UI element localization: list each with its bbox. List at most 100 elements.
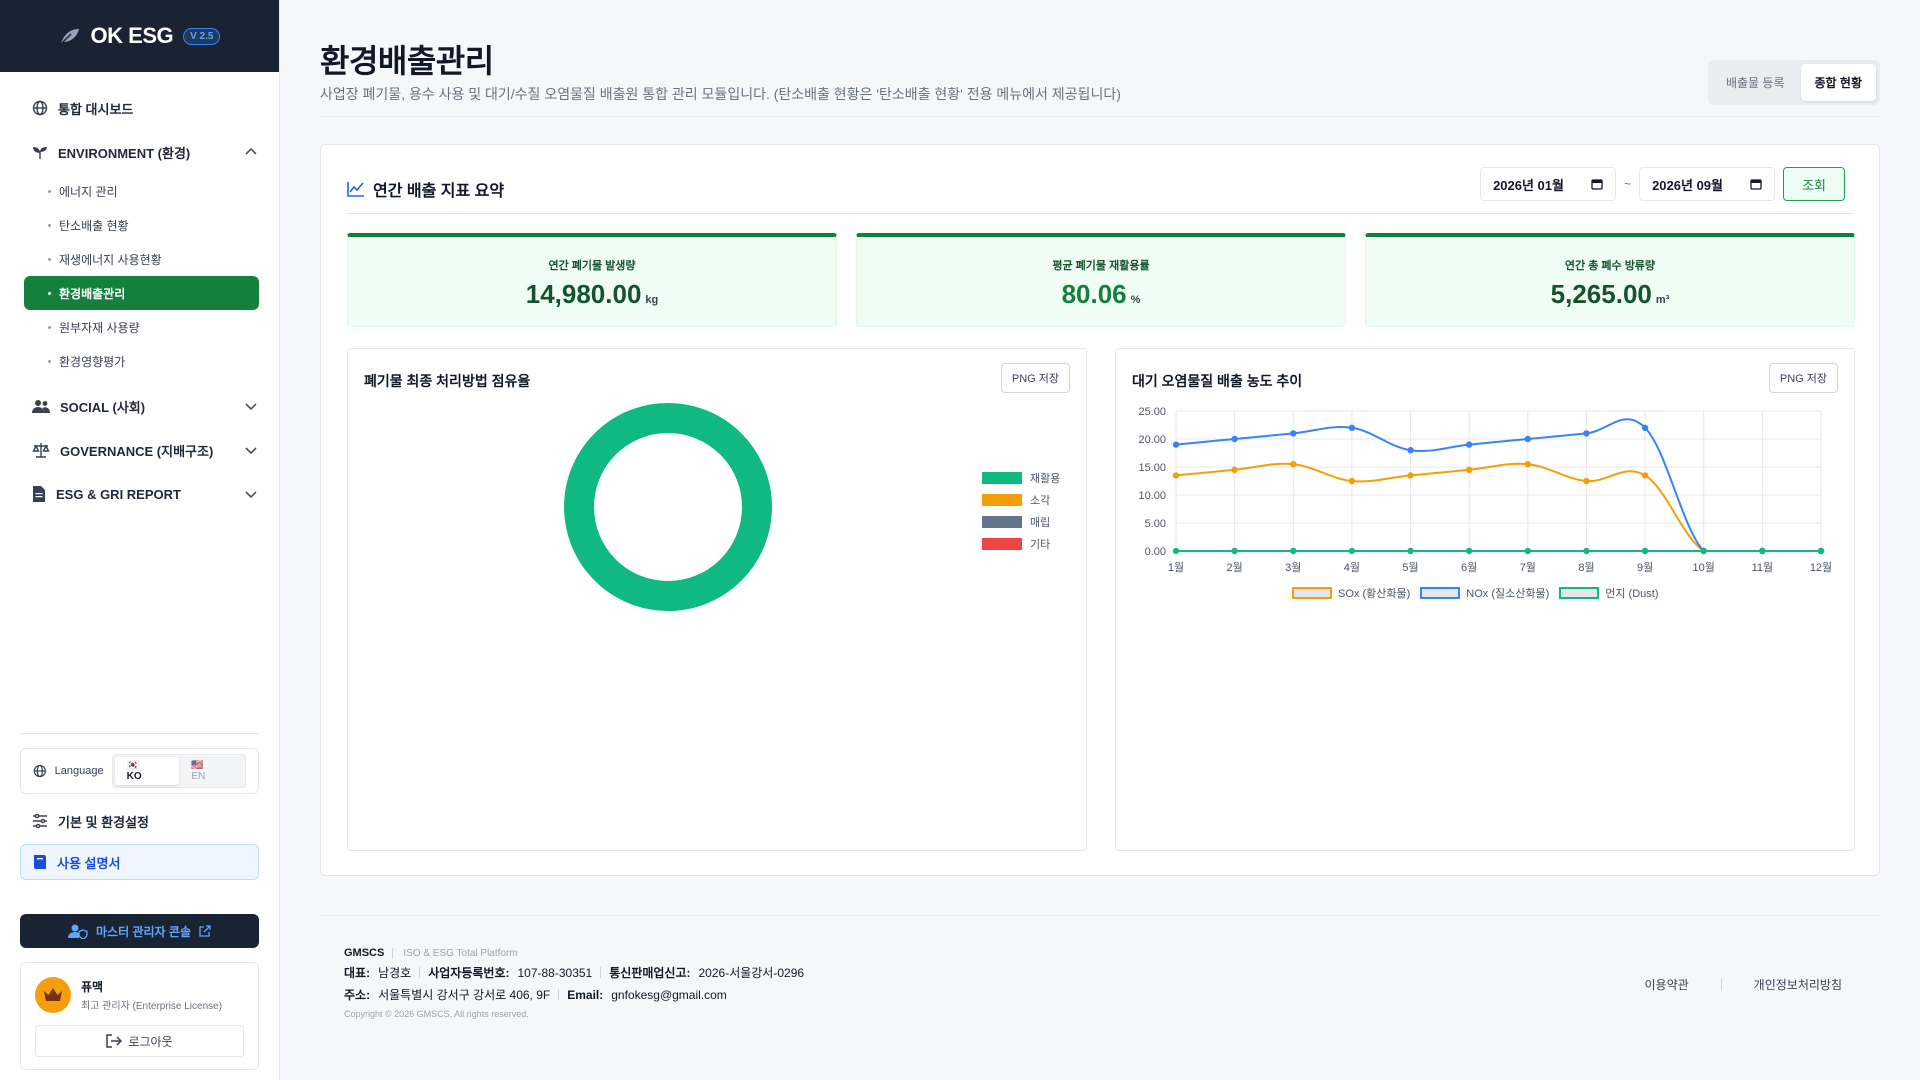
legend-item[interactable]: 소각 xyxy=(982,489,1060,511)
footer-email[interactable]: gnfokesg@gmail.com xyxy=(611,987,727,1002)
kpi-value-row: 14,980.00 kg xyxy=(348,279,836,310)
nav-environment-label: ENVIRONMENT (환경) xyxy=(58,145,191,161)
kpi-unit: % xyxy=(1130,294,1141,306)
crown-avatar-icon xyxy=(35,977,71,1013)
lang-en-button[interactable]: 🇺🇸 EN xyxy=(179,757,243,785)
nav-governance-label: GOVERNANCE (지배구조) xyxy=(60,443,214,459)
privacy-link[interactable]: 개인정보처리방침 xyxy=(1753,978,1842,992)
sidebar-item-materials[interactable]: 원부자재 사용량 xyxy=(24,310,259,344)
book-icon xyxy=(34,855,46,869)
kpi-value: 14,980.00 xyxy=(525,279,642,309)
series-point xyxy=(1290,430,1297,437)
footer-address-label: 주소: xyxy=(344,988,371,1002)
kpi-label: 연간 폐기물 발생량 xyxy=(548,260,636,272)
footer-tagline: ISO & ESG Total Platform xyxy=(392,947,518,959)
line-legend: SOx (황산화물) NOx (질소산화물) 먼지 (Dust) xyxy=(1292,585,1659,601)
lang-ko-label: KO xyxy=(126,771,142,782)
legend-label: 기타 xyxy=(1030,539,1051,551)
kpi-value-row: 80.06% xyxy=(857,279,1345,310)
kpi-unit: kg xyxy=(645,294,659,306)
series-point xyxy=(1583,430,1590,437)
legend-item[interactable]: NOx (질소산화물) xyxy=(1420,585,1549,601)
separator xyxy=(419,967,421,978)
sprout-icon xyxy=(33,147,47,159)
legend-item[interactable]: 기타 xyxy=(982,533,1060,555)
series-point xyxy=(1465,547,1473,555)
kpi-label: 평균 폐기물 재활용률 xyxy=(1052,260,1150,272)
x-tick-label: 7월 xyxy=(1520,561,1536,574)
nav-dashboard[interactable]: 통합 대시보드 xyxy=(20,86,259,130)
footer-divider xyxy=(320,915,1880,916)
series-point xyxy=(1172,441,1180,448)
legend-item[interactable]: 재활용 xyxy=(982,467,1060,489)
donut-title: 폐기물 최종 처리방법 점유율 xyxy=(364,373,531,389)
brand[interactable]: OK ESG V 2.5 xyxy=(0,0,279,72)
nav-group-social[interactable]: SOCIAL (사회) xyxy=(20,384,259,428)
sidebar-item-impact[interactable]: 환경영향평가 xyxy=(24,344,259,378)
summary-title-label: 연간 배출 지표 요약 xyxy=(373,183,505,200)
series-point xyxy=(1524,547,1532,555)
series-point xyxy=(1524,461,1532,468)
kpi-recycle-rate: 평균 폐기물 재활용률 80.06% xyxy=(856,233,1346,327)
query-button[interactable]: 조회 xyxy=(1783,167,1845,201)
date-from-input[interactable]: 2026년 01월 xyxy=(1480,167,1617,201)
legend-swatch xyxy=(982,494,1022,506)
users-icon xyxy=(32,400,50,413)
card-divider xyxy=(347,213,1853,214)
calendar-icon xyxy=(1591,179,1603,190)
donut-slice-0 xyxy=(564,403,772,611)
master-console-label: 마스터 관리자 콘솔 xyxy=(96,924,191,939)
document-icon xyxy=(33,486,45,502)
sidebar-item-energy[interactable]: 에너지 관리 xyxy=(24,174,259,208)
master-console-button[interactable]: 마스터 관리자 콘솔 xyxy=(20,914,259,948)
sidebar-item-label: 탄소배출 현황 xyxy=(59,218,129,233)
legend-item[interactable]: 매립 xyxy=(982,511,1060,533)
profile-name: 퓨맥 xyxy=(81,980,104,994)
date-to-input[interactable]: 2026년 09월 xyxy=(1639,167,1776,201)
sidebar-item-renewable[interactable]: 재생에너지 사용현황 xyxy=(24,242,259,276)
nav-report-label: ESG & GRI REPORT xyxy=(56,486,181,502)
tab-register[interactable]: 배출물 등록 xyxy=(1725,76,1785,90)
sidebar-item-label: 에너지 관리 xyxy=(59,184,118,199)
nav-group-environment[interactable]: ENVIRONMENT (환경) xyxy=(20,130,259,174)
legend-item[interactable]: SOx (황산화물) xyxy=(1292,585,1410,601)
footer-address: 서울특별시 강서구 강서로 406, 9F xyxy=(378,988,551,1002)
series-point xyxy=(1700,547,1707,555)
sidebar-item-emission[interactable]: 환경배출관리 xyxy=(24,276,259,310)
logout-button[interactable]: 로그아웃 xyxy=(35,1025,244,1057)
nav-group-governance[interactable]: GOVERNANCE (지배구조) xyxy=(20,428,259,472)
lang-ko-button[interactable]: 🇰🇷 KO xyxy=(114,757,180,785)
legend-swatch xyxy=(1559,587,1600,599)
y-tick-label: 20.00 xyxy=(1138,434,1166,446)
y-tick-label: 10.00 xyxy=(1138,490,1166,502)
legend-label: 매립 xyxy=(1030,517,1051,529)
air-pollutant-panel: 대기 오염물질 배출 농도 추이 PNG 저장 0.00 5.00 10.00 15.… xyxy=(1115,348,1855,851)
x-tick-label: 11월 xyxy=(1752,561,1774,574)
nav-group-report[interactable]: ESG & GRI REPORT xyxy=(20,472,259,516)
sidebar-item-label: 원부자재 사용량 xyxy=(59,320,140,335)
date-separator: ~ xyxy=(1624,177,1632,191)
tab-overview[interactable]: 종합 현황 xyxy=(1800,64,1876,101)
donut-chart xyxy=(564,403,772,611)
series-line-0 xyxy=(1175,462,1821,553)
separator xyxy=(600,967,602,978)
series-point xyxy=(1465,441,1473,448)
manual-link[interactable]: 사용 설명서 xyxy=(20,844,259,880)
settings-link[interactable]: 기본 및 환경설정 xyxy=(20,802,259,840)
nav-dashboard-label: 통합 대시보드 xyxy=(58,101,134,117)
legend-item[interactable]: 먼지 (Dust) xyxy=(1559,585,1659,601)
external-link-icon xyxy=(199,925,211,937)
sidebar-item-carbon[interactable]: 탄소배출 현황 xyxy=(24,208,259,242)
footer-links: 이용약관 개인정보처리방침 xyxy=(1645,976,1843,993)
language-label: Language xyxy=(54,765,104,777)
x-tick-label: 6월 xyxy=(1461,561,1477,574)
png-save-button[interactable]: PNG 저장 xyxy=(1768,363,1838,393)
png-save-button[interactable]: PNG 저장 xyxy=(1000,363,1070,393)
bullet-icon xyxy=(48,223,51,227)
x-tick-label: 1월 xyxy=(1168,561,1184,574)
leaf-logo-icon xyxy=(60,29,79,45)
terms-link[interactable]: 이용약관 xyxy=(1644,978,1689,992)
footer-mail-order: 2026-서울강서-0296 xyxy=(698,966,805,980)
